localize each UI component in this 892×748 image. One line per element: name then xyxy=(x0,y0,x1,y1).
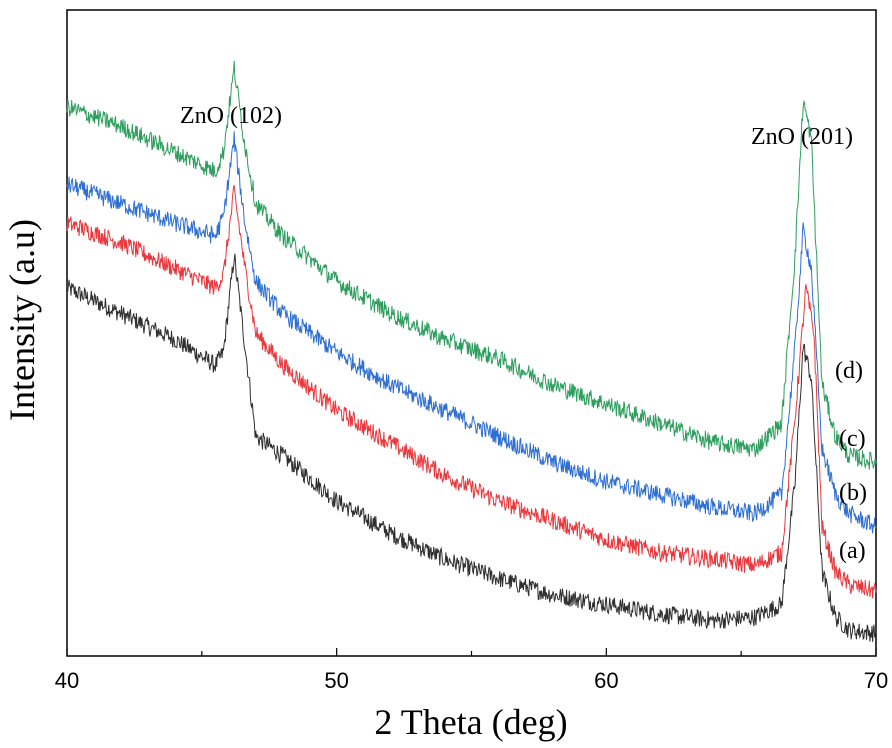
x-ticks: 40 50 60 70 xyxy=(55,648,888,693)
series-label-a: (a) xyxy=(839,538,866,564)
x-tick-label: 70 xyxy=(864,668,888,693)
series-label-d: (d) xyxy=(835,358,863,384)
series-line-a xyxy=(66,253,877,642)
peak-label-201: ZnO (201) xyxy=(751,124,853,150)
series-line-c xyxy=(66,131,877,534)
series-label-b: (b) xyxy=(839,480,867,506)
series-line-b xyxy=(66,185,877,599)
x-tick-label: 60 xyxy=(594,668,618,693)
series-layer xyxy=(66,60,877,642)
y-axis-title: Intensity (a.u) xyxy=(2,219,42,421)
x-tick-label: 50 xyxy=(324,668,348,693)
series-label-c: (c) xyxy=(839,426,866,452)
peak-label-102: ZnO (102) xyxy=(180,103,282,129)
x-axis-title: 2 Theta (deg) xyxy=(374,702,567,742)
series-line-d xyxy=(66,60,877,470)
x-tick-label: 40 xyxy=(55,668,79,693)
